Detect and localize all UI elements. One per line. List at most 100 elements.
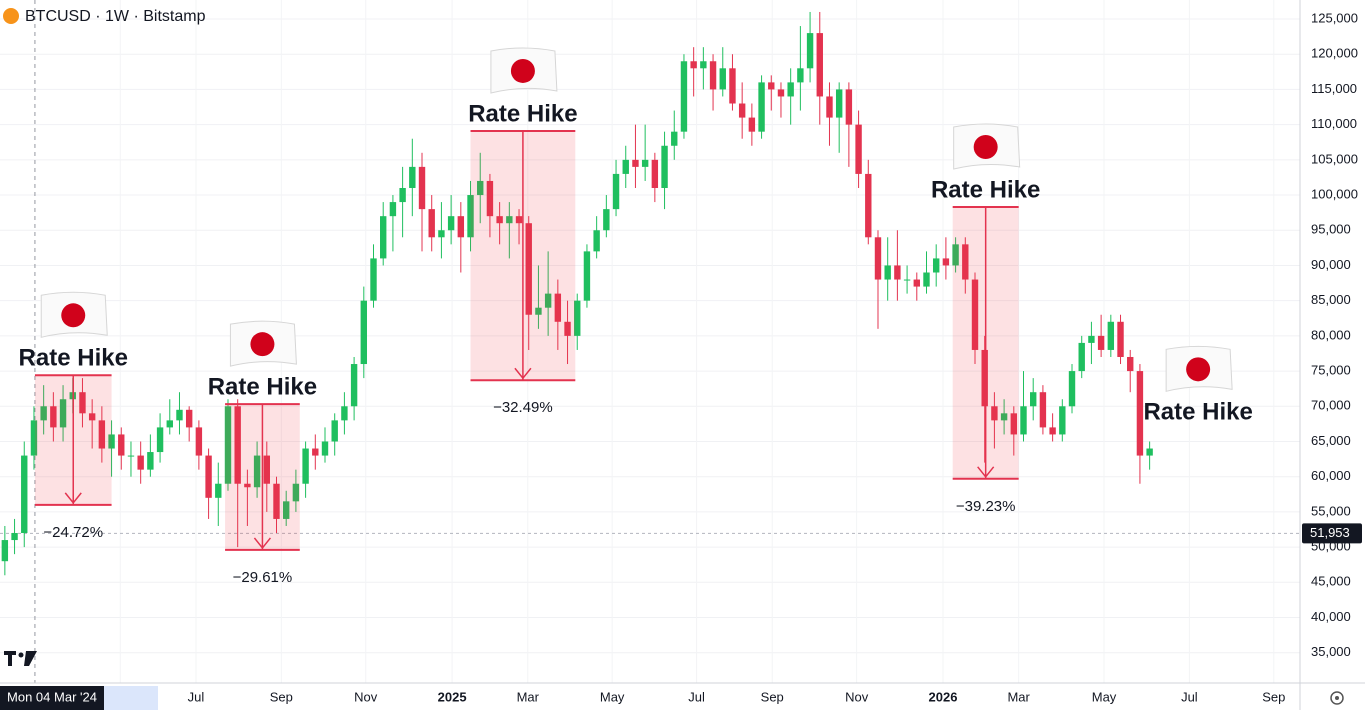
candle-body <box>428 209 435 238</box>
x-tick-label: Sep <box>1262 689 1285 704</box>
japan-flag <box>40 291 108 338</box>
candle-body <box>593 230 600 252</box>
candle-body <box>486 180 494 217</box>
last-price-badge <box>1302 523 1362 544</box>
cursor-date-label: Mon 04 Mar '24 <box>7 689 97 704</box>
last-price-label: 51,953 <box>1310 525 1350 540</box>
candle-body <box>680 61 688 132</box>
candle-body <box>1136 371 1144 456</box>
candle-body <box>923 272 930 287</box>
candle-body <box>671 131 678 146</box>
y-tick-label: 70,000 <box>1311 398 1351 413</box>
y-tick-label: 115,000 <box>1311 81 1357 96</box>
candle-body <box>40 406 47 421</box>
y-tick-label: 120,000 <box>1311 46 1358 61</box>
x-tick-label: Mar <box>517 689 540 704</box>
candle-body <box>758 82 765 132</box>
chart-title: BTCUSD · 1W · Bitstamp <box>25 8 206 25</box>
candle-body <box>981 349 988 407</box>
candle-body <box>447 216 455 231</box>
flag-sun <box>973 135 998 160</box>
y-tick-label: 105,000 <box>1311 151 1358 166</box>
candle-body <box>244 483 251 488</box>
annotation-label: Rate Hike <box>208 374 317 401</box>
annotation-label: Rate Hike <box>19 345 128 372</box>
candle-body <box>399 188 406 203</box>
cursor-range-highlight <box>104 686 158 710</box>
y-tick-label: 65,000 <box>1311 433 1351 448</box>
candle-body <box>777 89 785 97</box>
candle-body <box>816 33 823 97</box>
candle-body <box>147 452 154 470</box>
x-tick-label: 2025 <box>438 689 467 704</box>
x-tick-label: 2026 <box>929 689 958 704</box>
candle-body <box>185 409 193 428</box>
candle-body <box>341 406 348 421</box>
candle-body <box>535 307 542 315</box>
y-tick-label: 80,000 <box>1311 327 1351 342</box>
x-tick-label: Nov <box>845 689 869 704</box>
candle-body <box>797 68 804 83</box>
flag-sun <box>61 303 86 328</box>
candle-body <box>21 455 28 534</box>
candle-body <box>719 68 726 90</box>
y-tick-label: 55,000 <box>1311 503 1351 518</box>
japan-flag <box>229 320 297 367</box>
y-tick-label: 60,000 <box>1311 468 1351 483</box>
candle-body <box>409 166 416 189</box>
candle-body <box>127 455 135 457</box>
candle-body <box>1020 406 1027 435</box>
candle-body <box>729 68 736 104</box>
candle-body <box>709 61 717 90</box>
y-tick-label: 125,000 <box>1311 10 1358 25</box>
y-tick-label: 95,000 <box>1311 222 1351 237</box>
candle-body <box>331 420 338 442</box>
candle-body <box>263 455 270 484</box>
candle-body <box>942 258 950 266</box>
candle-body <box>991 406 998 421</box>
candle-body <box>350 364 358 407</box>
candle-body <box>137 455 144 470</box>
candle-body <box>467 195 474 238</box>
candle-body <box>360 300 368 365</box>
candle-body <box>1088 335 1095 343</box>
change-label: −32.49% <box>493 399 553 416</box>
candle-body <box>515 216 523 224</box>
x-tick-label: Jul <box>688 689 705 704</box>
arrow-head <box>64 492 82 505</box>
candle-body <box>661 145 668 189</box>
x-tick-label: Sep <box>270 689 293 704</box>
candle-body <box>282 501 290 519</box>
candle-body <box>894 265 901 280</box>
candle-body <box>108 434 115 449</box>
candle-body <box>835 89 843 118</box>
candle-body <box>574 300 581 336</box>
y-tick-label: 40,000 <box>1311 609 1351 624</box>
tv-logo <box>4 651 37 666</box>
candle-body <box>971 279 979 350</box>
annotations: −24.72% Rate Hike −29.61% Rate Hike −32.49% R… <box>19 47 1253 586</box>
candle-body <box>506 216 513 224</box>
y-tick-label: 90,000 <box>1311 257 1351 272</box>
candle-body <box>79 392 86 414</box>
candle-body <box>1059 406 1066 435</box>
arrow-head <box>977 466 995 479</box>
settings-icon[interactable] <box>1330 691 1344 705</box>
candle-body <box>1127 356 1134 372</box>
x-tick-label: Sep <box>761 689 784 704</box>
candle-body <box>1097 335 1105 350</box>
candle-body <box>1068 371 1076 407</box>
candle-body <box>952 244 959 266</box>
candle-body <box>884 265 891 280</box>
candle-body <box>234 406 241 484</box>
candle-body <box>748 117 756 132</box>
candle-body <box>30 420 38 456</box>
candle-body <box>312 448 319 456</box>
annotation-label: Rate Hike <box>931 176 1040 203</box>
candle-body <box>88 413 96 421</box>
candle-body <box>962 244 969 280</box>
japan-flag <box>1165 345 1233 392</box>
candle-body <box>166 420 173 428</box>
flag-sun <box>1186 357 1211 382</box>
candle-body <box>11 533 18 541</box>
